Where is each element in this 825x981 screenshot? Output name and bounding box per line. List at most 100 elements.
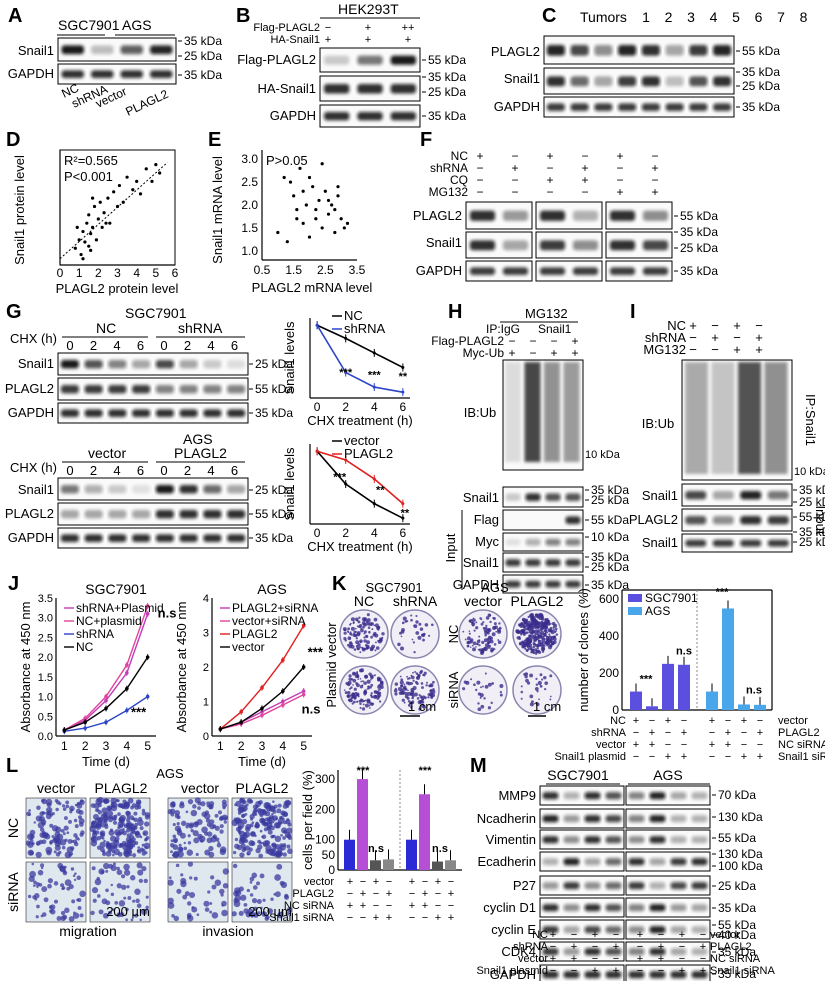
band [628,858,645,866]
band [539,240,566,251]
colony [555,633,559,636]
colony [361,621,366,626]
band [691,882,708,890]
y-tick: 2.5 [38,632,53,644]
cell [62,832,66,836]
row-label: siRNA [446,671,461,708]
colony [480,686,482,689]
band [120,70,143,78]
blot-mmp9 [539,785,625,806]
cell [238,910,244,916]
condition-value: − [550,334,557,348]
cell [253,912,259,918]
y-tick: 0 [612,703,619,717]
cell [260,906,263,910]
cell [265,804,272,812]
x-tick: 6 [400,526,407,540]
condition-value: + [689,318,697,333]
ib-label: IB:Ub [464,405,497,420]
time-label: 6 [137,463,144,478]
y-axis-label: Absorbance at 450 nm [174,602,189,733]
cell [92,813,100,820]
condition-value: − [511,185,518,199]
kda-marker: 40 kDa [718,928,756,942]
cell [285,911,290,916]
condition-value: − [649,715,655,727]
cell [173,839,178,844]
significance: *** [357,765,371,777]
condition-label: vector [710,929,740,941]
kda-marker: 25 kDa [742,79,780,93]
cell [95,808,99,813]
band [584,882,601,890]
scatter-point [125,175,129,179]
blot-cdk4 [625,941,711,962]
cell [36,805,41,810]
cell [28,813,31,816]
blot-snail1-ip [502,486,584,508]
colony [359,677,362,680]
condition-value: − [550,965,556,977]
colony [551,642,554,645]
cell [51,825,59,832]
scatter-point [285,240,289,244]
cell [196,913,200,917]
colony [356,672,359,675]
colony [363,617,368,621]
condition-label: shRNA [513,941,549,953]
condition-value: + [649,739,655,751]
cell [234,843,240,849]
data-point [104,706,108,711]
cell [134,913,139,918]
kda-marker: 55 kDa [680,209,718,223]
kda-marker: 25 kDa [255,483,293,497]
condition-value: + [755,342,763,357]
bar [445,860,456,870]
cell [38,882,43,887]
x-tick: 0 [314,400,321,414]
colony [530,651,533,654]
band [505,538,521,546]
colony [537,649,541,653]
colony [378,700,382,703]
band [542,858,559,866]
condition-value: + [386,888,392,900]
kda-marker: 55 kDa [591,513,629,527]
caption: invasion [202,923,253,939]
colony [549,674,553,678]
band [685,491,707,500]
panel-letter: K [332,573,347,595]
band [649,836,666,844]
cell [36,904,40,909]
cell [103,862,110,870]
condition-value: + [616,185,623,199]
colony [416,682,419,685]
cell [271,842,277,848]
cell [274,874,282,881]
time-label: 2 [90,463,97,478]
time-label: 6 [231,338,238,353]
cell [282,836,286,840]
cell [27,894,32,899]
colony [370,702,374,706]
cell [239,798,244,802]
data-point [83,720,87,724]
bar [357,779,368,870]
cell [137,869,144,876]
colony [483,646,487,651]
colony [478,639,481,642]
smear-lane [764,362,788,474]
band [91,70,114,78]
colony [381,632,385,636]
cell [173,915,180,922]
condition-value: − [476,185,483,199]
y-tick: 1.5 [38,672,53,684]
scale-bar-label: 200 µm [106,904,150,919]
colony [347,627,351,631]
cell [99,847,105,853]
cell [193,876,198,881]
condition-value: − [637,941,643,953]
time-label: 0 [66,463,73,478]
colony [520,685,523,688]
cell [170,850,173,854]
